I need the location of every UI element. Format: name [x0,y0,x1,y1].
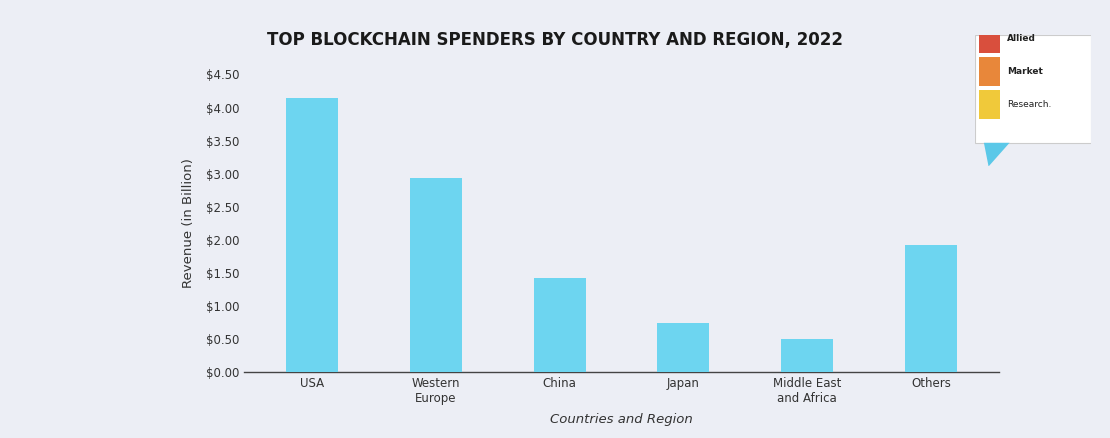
X-axis label: Countries and Region: Countries and Region [551,413,693,427]
Text: TOP BLOCKCHAIN SPENDERS BY COUNTRY AND REGION, 2022: TOP BLOCKCHAIN SPENDERS BY COUNTRY AND R… [268,31,842,49]
FancyBboxPatch shape [979,90,1000,119]
FancyBboxPatch shape [979,57,1000,86]
Bar [657,323,709,372]
Bar [410,178,462,372]
Polygon shape [983,143,1010,166]
Bar [534,278,586,372]
Bar [286,98,339,372]
Bar [905,244,957,372]
Text: Research.: Research. [1007,100,1051,109]
FancyBboxPatch shape [979,25,1000,53]
FancyBboxPatch shape [975,35,1091,143]
Text: Market: Market [1007,67,1043,76]
Bar [781,339,834,372]
Text: Allied: Allied [1007,35,1036,43]
Y-axis label: Revenue (in Billion): Revenue (in Billion) [182,159,194,288]
